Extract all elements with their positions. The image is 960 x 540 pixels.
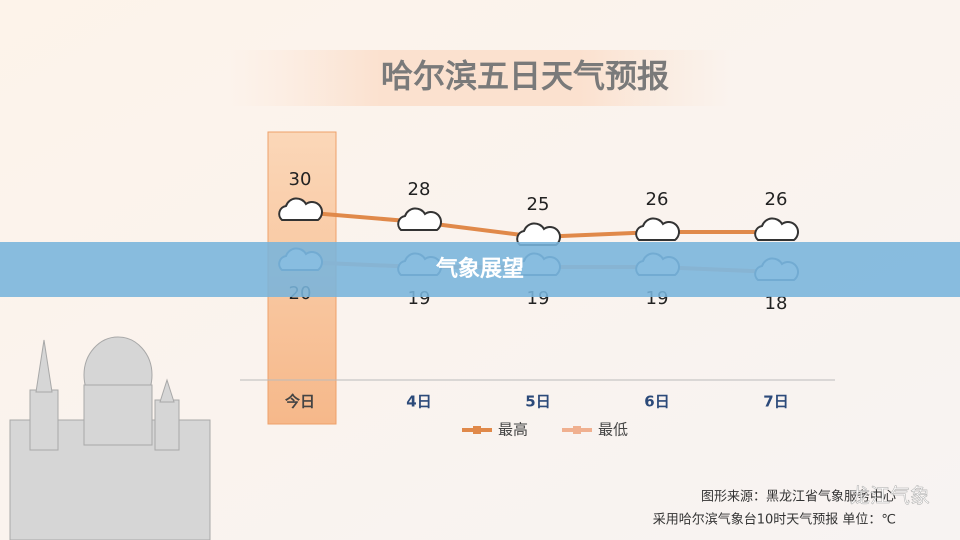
building-illustration (9, 336, 211, 540)
weather-icon (516, 222, 561, 246)
banner-text: 气象展望 (435, 256, 524, 282)
data-label: 18 (765, 293, 788, 314)
x-tick-label: 7日 (763, 393, 788, 411)
data-label: 25 (527, 194, 550, 215)
weather-icon (754, 217, 799, 241)
data-label: 30 (289, 169, 312, 190)
legend-swatch (573, 426, 581, 434)
weather-icon (635, 217, 680, 241)
source-line: 图形来源：黑龙江省气象服务中心 (701, 489, 896, 505)
legend-label: 最高 (498, 421, 528, 439)
data-label: 28 (408, 179, 431, 200)
x-tick-label: 今日 (284, 393, 315, 411)
legend-label: 最低 (598, 421, 628, 439)
data-label: 26 (765, 189, 788, 210)
data-label: 26 (646, 189, 669, 210)
x-tick-label: 5日 (525, 393, 550, 411)
x-tick-label: 6日 (644, 393, 669, 411)
banner (0, 242, 960, 297)
chart-title: 哈尔滨五日天气预报 (381, 57, 669, 95)
title-band (230, 50, 730, 106)
x-tick-label: 4日 (406, 393, 431, 411)
legend-swatch (473, 426, 481, 434)
weather-icon (278, 197, 323, 221)
weather-icon (397, 207, 442, 231)
source-line: 采用哈尔滨气象台10时天气预报 单位：℃ (653, 512, 896, 528)
watermark: 龙江气象 (850, 484, 930, 508)
